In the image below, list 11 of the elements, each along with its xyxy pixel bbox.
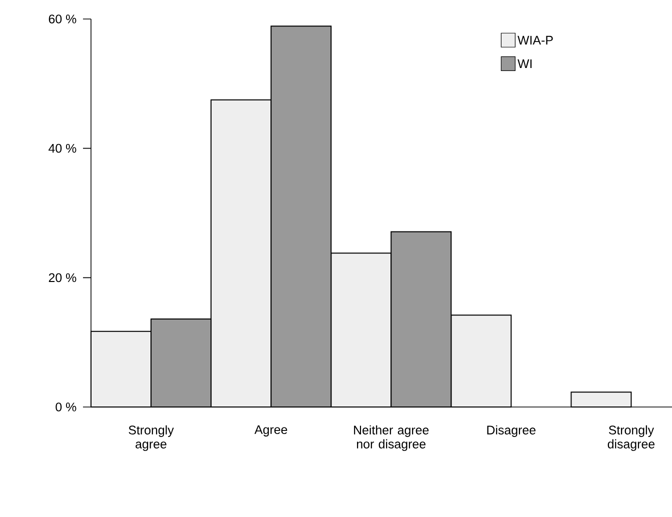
x-tick-label: Strongly disagree [608,425,655,451]
legend-label: WIA-P [518,36,553,44]
y-tick-label: 0 % [56,402,76,412]
y-tick-label: 60 % [48,14,76,24]
y-tick-label: 40 % [48,144,76,153]
x-tick-label: Strongly agree [128,425,174,451]
x-tick-label: Agree [254,425,288,436]
legend-label: WI [518,59,532,68]
x-tick-label: Neither agree nor disagree [354,425,429,451]
x-tick-label: Disagree [487,425,536,437]
y-tick-label: 20 % [48,273,76,282]
